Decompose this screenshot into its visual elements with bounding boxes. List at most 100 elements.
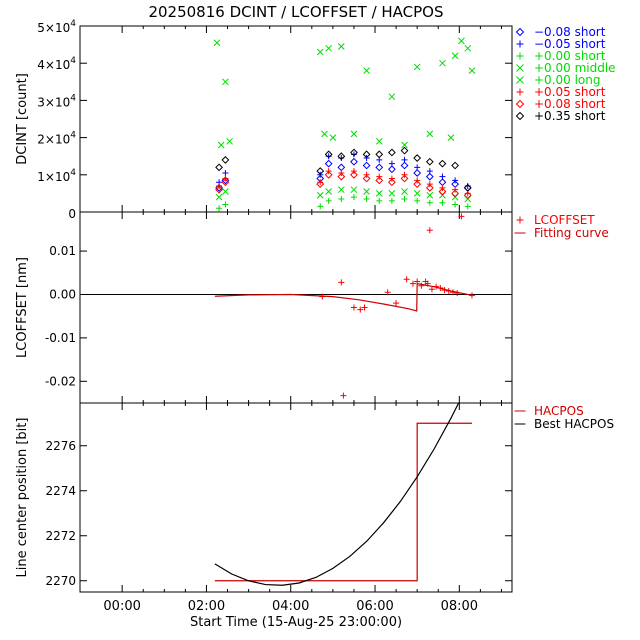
data-point-shape (428, 286, 435, 293)
data-point-shape (363, 195, 370, 202)
data-point (350, 194, 357, 201)
data-point (340, 392, 347, 399)
legend-label: −0.08 short (534, 25, 606, 39)
data-point-shape (400, 161, 409, 170)
data-point (350, 157, 358, 166)
data-point-shape (325, 44, 333, 52)
data-point (425, 183, 434, 192)
legend-marker (516, 216, 524, 224)
legend-label: +0.00 long (534, 73, 601, 87)
data-point-shape (324, 150, 333, 159)
data-point-shape (337, 43, 345, 50)
data-point (215, 185, 223, 194)
data-point-shape (316, 191, 324, 199)
data-point-shape (439, 199, 446, 206)
series-3 (216, 194, 471, 212)
data-point-shape (325, 197, 332, 204)
data-point-shape (357, 306, 364, 313)
data-point-shape (325, 153, 332, 160)
data-point (337, 152, 346, 161)
data-point-shape (401, 195, 408, 202)
data-point (375, 137, 383, 145)
y-axis-label: DCINT [count] (15, 73, 30, 165)
data-point (425, 172, 434, 181)
series-1 (215, 157, 472, 192)
data-point (393, 300, 400, 307)
data-point (222, 188, 229, 195)
chart-title: 20250816 DCINT / LCOFFSET / HACPOS (148, 3, 443, 21)
data-point-shape (361, 304, 368, 311)
data-point (317, 203, 324, 210)
data-point (452, 177, 459, 184)
legend-marker (515, 111, 525, 121)
x-tick-label: 02:00 (188, 599, 225, 614)
data-point-shape (464, 182, 471, 189)
data-point-shape (403, 276, 410, 283)
data-point (400, 161, 409, 170)
data-point-shape (438, 159, 447, 168)
data-point (361, 304, 368, 311)
data-point-shape (213, 39, 221, 47)
data-point-shape (226, 137, 233, 145)
y-axis-label: Line center position [bit] (15, 418, 30, 578)
data-point (426, 199, 433, 206)
data-point-shape (452, 177, 459, 184)
data-point-shape (413, 63, 421, 71)
data-point (338, 155, 345, 162)
data-point (464, 182, 471, 189)
y-tick-label: -0.02 (45, 374, 76, 388)
data-point-shape (350, 157, 358, 166)
data-point (316, 167, 325, 175)
data-point-shape (463, 191, 472, 200)
data-point-shape (316, 48, 324, 56)
data-point (337, 172, 346, 181)
data-point (221, 176, 230, 185)
data-point-shape (468, 67, 476, 74)
data-point (401, 188, 408, 195)
series-1 (319, 213, 475, 399)
data-point-shape (338, 195, 345, 202)
data-point-shape (464, 203, 471, 210)
data-point (388, 197, 395, 204)
legend-marker-shape (515, 99, 525, 109)
data-point (213, 39, 221, 47)
y-tick-label: 2×104 (37, 131, 76, 147)
data-point (458, 213, 465, 220)
data-point-shape (409, 280, 416, 287)
legend-marker (516, 76, 524, 84)
legend-label: Fitting curve (534, 226, 609, 240)
data-point (338, 195, 345, 202)
data-point-shape (217, 141, 225, 149)
data-point-shape (438, 187, 447, 196)
data-point (451, 161, 460, 170)
data-point-shape (375, 190, 383, 197)
data-point-shape (350, 186, 358, 194)
legend-label: +0.08 short (534, 97, 606, 111)
data-point-shape (458, 213, 465, 220)
data-point (384, 289, 391, 296)
data-point-shape (337, 172, 346, 181)
data-point (401, 141, 408, 149)
y-tick-label: 4×104 (37, 56, 76, 72)
data-point (426, 227, 433, 234)
data-point (316, 180, 325, 189)
data-point (464, 44, 472, 52)
panel-1: 0 1×104 2×104 3×104 4×104 5×104 DCINT [count] −… (15, 19, 616, 221)
data-point-shape (439, 59, 446, 67)
data-point (337, 186, 345, 194)
data-point-shape (375, 176, 384, 185)
data-point-shape (452, 201, 459, 208)
series-line (214, 403, 460, 586)
data-point-shape (362, 174, 371, 183)
y-axis-label: LCOFFSET [nm] (15, 257, 30, 358)
data-point (387, 165, 396, 174)
legend-label: Best HACPOS (534, 417, 614, 431)
data-point (403, 276, 410, 283)
data-point-shape (426, 199, 433, 206)
data-point-shape (337, 163, 346, 172)
data-point-shape (425, 183, 434, 192)
data-point (222, 78, 229, 86)
data-point (221, 178, 230, 187)
legend-label: HACPOS (534, 404, 584, 418)
data-point-shape (325, 188, 333, 195)
